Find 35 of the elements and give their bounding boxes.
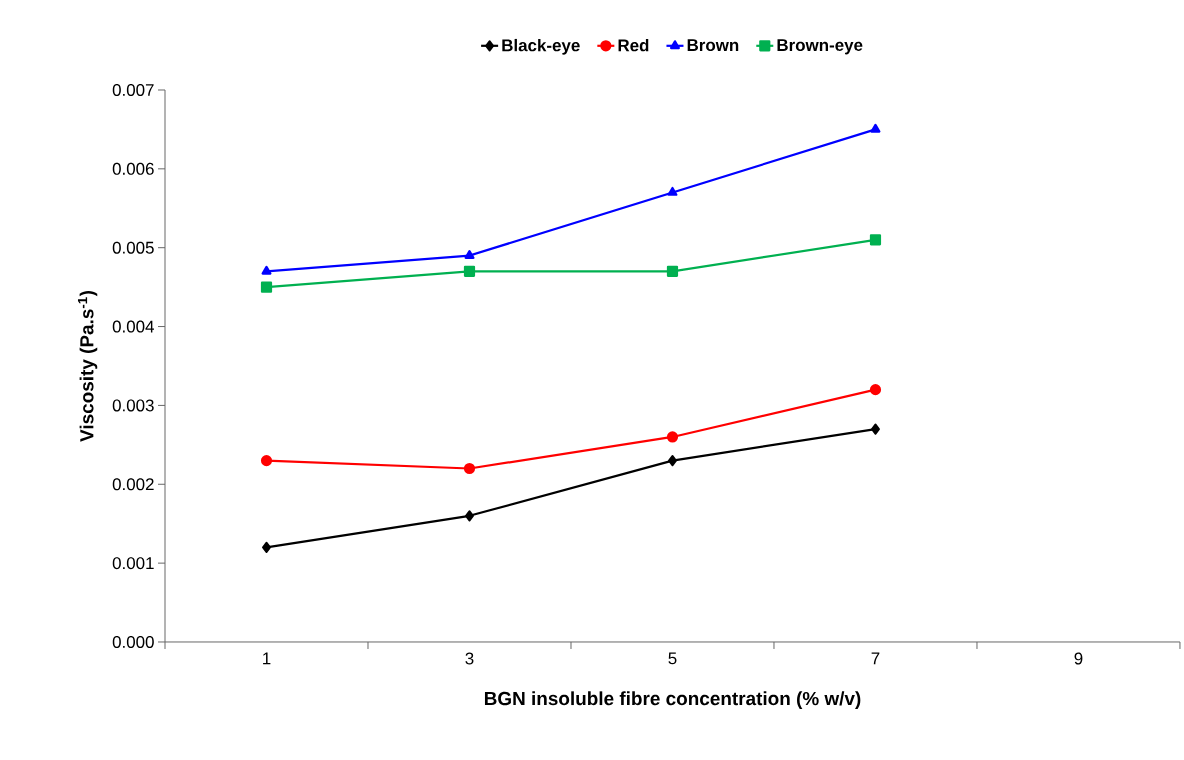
point [666,431,679,443]
legend-label: Red [618,38,649,52]
point [668,455,677,467]
legend-label: Black-eye [502,38,580,55]
point [465,510,474,522]
legend-label: Brown-eye [777,39,863,55]
y-tick-label: 0.003 [112,399,154,412]
y-tick-label: 0.004 [112,320,154,333]
y-tick-label: 0.005 [112,241,154,254]
x-axis-title: BGN insoluble fibre concentration (% w/v) [484,691,861,709]
x-tick-label: 7 [871,652,880,665]
point [869,234,882,246]
y-tick-label: 0.000 [112,635,154,648]
y-tick-label: 0.007 [112,83,154,96]
point [464,249,475,259]
y-tick-label: 0.001 [112,557,154,570]
x-tick-label: 3 [465,652,474,665]
point [260,281,273,293]
x-tick-label: 5 [668,652,677,665]
x-tick-label: 1 [263,652,271,665]
point [262,541,271,553]
point [260,455,273,467]
legend-label: Brown [687,39,739,52]
point [869,384,882,396]
point [463,265,476,277]
x-tick-label: 9 [1074,652,1083,665]
point [463,462,476,475]
y-tick-label: 0.002 [112,478,154,491]
point [666,265,679,277]
point [871,423,880,435]
y-tick-label: 0.006 [112,162,154,175]
y-axis-title: Viscosity (Pa.s$^{-1}$) [77,291,98,442]
point [261,265,272,275]
point [667,186,678,196]
point [870,123,881,133]
